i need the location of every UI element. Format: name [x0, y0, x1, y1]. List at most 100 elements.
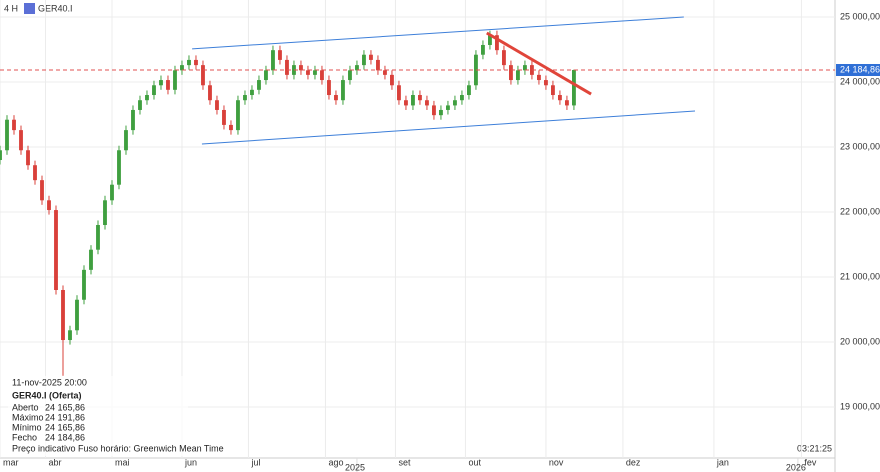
candle-body: [313, 70, 317, 75]
candle-body: [187, 59, 191, 66]
info-label: Máximo: [12, 412, 44, 422]
candle-body: [138, 100, 142, 110]
candle-body: [236, 100, 240, 131]
candle-body: [26, 150, 30, 166]
candle-body: [425, 100, 429, 106]
info-value: 24 191,86: [45, 412, 85, 422]
candle-body: [0, 150, 2, 161]
candle-body: [124, 130, 128, 151]
info-label: Fecho: [12, 432, 37, 442]
price-label: 24 184,86: [840, 64, 880, 74]
candle-body: [250, 89, 254, 96]
year-label: 2025: [345, 462, 365, 472]
candle-body: [292, 65, 296, 75]
trend-line: [192, 16, 684, 50]
candle-body: [208, 85, 212, 101]
candle-body: [68, 330, 72, 341]
symbol-icon: [24, 3, 35, 14]
info-label: Aberto: [12, 402, 39, 412]
candle-body: [369, 54, 373, 60]
candle-body: [418, 95, 422, 101]
candle-body: [264, 70, 268, 81]
candle-body: [537, 74, 541, 81]
candle-body: [453, 100, 457, 106]
candle-body: [320, 70, 324, 81]
info-value: 24 184,86: [45, 432, 85, 442]
candle-body: [75, 299, 79, 331]
candle-body: [201, 65, 205, 86]
candle-body: [348, 70, 352, 81]
candle-body: [474, 54, 478, 86]
candle-body: [390, 74, 394, 86]
candle-body: [33, 165, 37, 181]
candle-body: [271, 50, 275, 71]
candle-body: [89, 249, 93, 270]
x-tick-label: fev: [804, 457, 817, 467]
candle-body: [180, 65, 184, 71]
candle-body: [551, 85, 555, 96]
x-tick-label: jul: [250, 457, 260, 467]
candle-body: [362, 54, 366, 66]
candle-body: [61, 289, 65, 341]
candle-body: [502, 50, 506, 66]
candle-body: [215, 100, 219, 110]
candle-body: [439, 109, 443, 116]
candle-body: [397, 85, 401, 101]
candle-body: [383, 70, 387, 75]
info-label: Mínimo: [12, 422, 42, 432]
clock: 03:21:25: [797, 443, 832, 453]
candle-body: [572, 70, 576, 106]
candle-body: [467, 85, 471, 96]
y-tick-label: 24 000,00: [840, 76, 880, 86]
info-value: 24 165,86: [45, 402, 85, 412]
candle-body: [565, 100, 569, 106]
candle-body: [481, 44, 485, 55]
x-tick-label: jan: [716, 457, 729, 467]
candle-body: [152, 85, 156, 96]
candle-body: [5, 119, 9, 151]
candle-body: [47, 200, 51, 211]
candle-body: [544, 80, 548, 86]
candle-body: [229, 124, 233, 131]
candle-body: [488, 35, 492, 45]
y-tick-label: 20 000,00: [840, 336, 880, 346]
y-tick-label: 21 000,00: [840, 271, 880, 281]
info-value: 24 165,86: [45, 422, 85, 432]
candle-body: [82, 269, 86, 300]
candle-body: [131, 109, 135, 131]
candle-body: [117, 150, 121, 185]
info-datetime: 11-nov-2025 20:00: [12, 377, 87, 387]
candle-body: [103, 200, 107, 226]
candle-body: [523, 65, 527, 71]
candle-body: [327, 80, 331, 96]
candle-body: [306, 70, 310, 75]
y-tick-label: 23 000,00: [840, 141, 880, 151]
candle-body: [285, 59, 289, 75]
x-tick-label: jun: [184, 457, 197, 467]
candle-body: [376, 59, 380, 71]
y-tick-label: 22 000,00: [840, 206, 880, 216]
candle-body: [222, 109, 226, 125]
candle-body: [110, 184, 114, 201]
candle-body: [19, 130, 23, 151]
x-tick-label: out: [468, 457, 481, 467]
marks: [0, 30, 576, 376]
price-badge: [836, 64, 880, 77]
candle-body: [278, 50, 282, 60]
candle-body: [495, 35, 499, 51]
x-tick-label: ago: [328, 457, 343, 467]
candle-body: [341, 80, 345, 101]
info-footer: Preço indicativo Fuso horário: Greenwich…: [12, 443, 224, 453]
info-background: [8, 376, 188, 456]
candle-body: [166, 80, 170, 90]
x-tick-label: mar: [3, 457, 19, 467]
candle-body: [173, 70, 177, 90]
candle-body: [334, 95, 338, 101]
x-tick-label: dez: [626, 457, 641, 467]
candle-body: [446, 105, 450, 110]
candle-body: [299, 65, 303, 71]
candle-body: [509, 65, 513, 81]
candle-body: [257, 80, 261, 90]
timeframe: 4 H: [4, 3, 18, 13]
